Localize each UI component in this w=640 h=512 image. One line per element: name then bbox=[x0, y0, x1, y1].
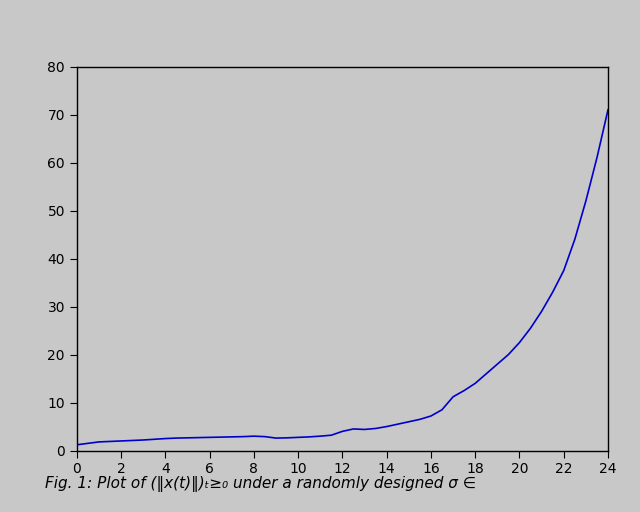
Text: Fig. 1: Plot of (‖x(t)‖)ₜ≥₀ under a randomly designed σ ∈: Fig. 1: Plot of (‖x(t)‖)ₜ≥₀ under a rand… bbox=[45, 476, 476, 492]
